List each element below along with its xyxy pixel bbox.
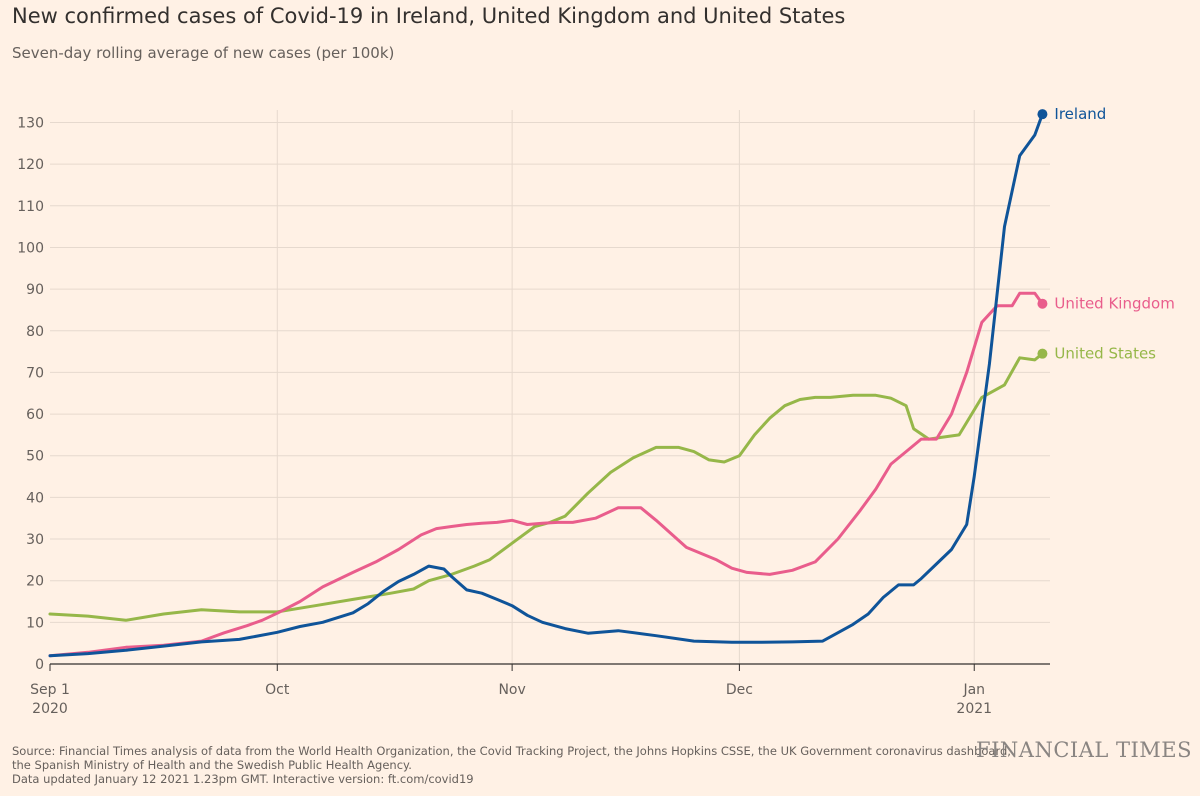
series-end-markers: Ireland United Kingdom United States (1037, 105, 1175, 363)
x-tick-label: Dec (726, 682, 753, 698)
source-line-1: Source: Financial Times analysis of data… (12, 744, 1011, 758)
x-tick-label: Oct (265, 682, 290, 698)
x-tick-year-label: 2020 (32, 701, 68, 717)
y-tick-label: 80 (26, 324, 44, 340)
x-tick-label: Jan (962, 682, 985, 698)
y-tick-label: 130 (17, 115, 44, 131)
y-tick-label: 10 (26, 615, 44, 631)
y-tick-label: 70 (26, 365, 44, 381)
gridlines (50, 110, 1050, 664)
source-line-2: the Spanish Ministry of Health and the S… (12, 758, 412, 772)
y-tick-label: 50 (26, 449, 44, 465)
series-line-ireland (48, 112, 1044, 658)
y-tick-label: 100 (17, 240, 44, 256)
x-tick-label: Sep 1 (30, 682, 70, 698)
series-endpoint (1037, 298, 1048, 309)
y-tick-label: 30 (26, 532, 44, 548)
chart-subtitle: Seven-day rolling average of new cases (… (12, 44, 395, 62)
series-label: United Kingdom (1054, 295, 1174, 313)
y-tick-label: 120 (17, 157, 44, 173)
x-tick-year-label: 2021 (956, 701, 992, 717)
x-axis: Sep 1 2020 Oct Nov Dec Jan 2021 (30, 663, 1050, 717)
series-endpoint (1037, 348, 1048, 359)
y-tick-label: 110 (17, 199, 44, 215)
series-label: United States (1054, 345, 1156, 363)
series-label: Ireland (1054, 105, 1106, 123)
y-tick-label: 20 (26, 574, 44, 590)
series-endpoint (1037, 109, 1048, 120)
x-tick-label: Nov (498, 682, 525, 698)
series-lines (48, 112, 1044, 658)
source-note: Source: Financial Times analysis of data… (12, 744, 1011, 786)
source-line-3: Data updated January 12 2021 1.23pm GMT.… (12, 772, 474, 786)
y-tick-label: 0 (35, 657, 44, 673)
series-line-united-kingdom (48, 291, 1044, 658)
y-tick-label: 90 (26, 282, 44, 298)
y-tick-label: 60 (26, 407, 44, 423)
chart-title: New confirmed cases of Covid-19 in Irela… (12, 4, 846, 28)
y-axis: 0 10 20 30 40 50 60 70 80 90 100 110 120 130 (17, 115, 44, 673)
y-tick-label: 40 (26, 490, 44, 506)
ft-logo: FINANCIAL TIMES (976, 738, 1192, 762)
